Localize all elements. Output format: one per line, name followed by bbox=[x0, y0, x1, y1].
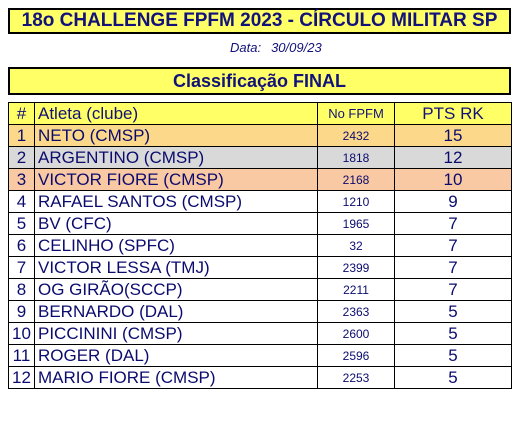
column-header-points: PTS RK bbox=[394, 102, 512, 125]
column-header-position: # bbox=[8, 102, 35, 125]
page-title: 18o CHALLENGE FPFM 2023 - CÍRCULO MILITA… bbox=[8, 8, 511, 34]
athlete-cell: ROGER (DAL) bbox=[34, 344, 318, 367]
fpfm-number-cell: 1965 bbox=[317, 212, 395, 235]
fpfm-number-cell: 1210 bbox=[317, 190, 395, 213]
fpfm-number-cell: 32 bbox=[317, 234, 395, 257]
table-header-row: # Atleta (clube) No FPFM PTS RK bbox=[8, 102, 512, 125]
points-cell: 7 bbox=[394, 256, 512, 279]
fpfm-number-cell: 2600 bbox=[317, 322, 395, 345]
athlete-cell: MARIO FIORE (CMSP) bbox=[34, 366, 318, 389]
fpfm-number-cell: 2399 bbox=[317, 256, 395, 279]
points-cell: 15 bbox=[394, 124, 512, 147]
table-row: 1 NETO (CMSP) 2432 15 bbox=[8, 124, 512, 147]
position-cell: 12 bbox=[8, 366, 35, 389]
fpfm-number-cell: 2168 bbox=[317, 168, 395, 191]
athlete-cell: PICCININI (CMSP) bbox=[34, 322, 318, 345]
athlete-cell: ARGENTINO (CMSP) bbox=[34, 146, 318, 169]
position-cell: 8 bbox=[8, 278, 35, 301]
position-cell: 3 bbox=[8, 168, 35, 191]
points-cell: 7 bbox=[394, 234, 512, 257]
points-cell: 10 bbox=[394, 168, 512, 191]
table-row: 6 CELINHO (SPFC) 32 7 bbox=[8, 234, 512, 257]
points-cell: 7 bbox=[394, 278, 512, 301]
table-row: 4 RAFAEL SANTOS (CMSP) 1210 9 bbox=[8, 190, 512, 213]
fpfm-number-cell: 2596 bbox=[317, 344, 395, 367]
athlete-cell: RAFAEL SANTOS (CMSP) bbox=[34, 190, 318, 213]
position-cell: 4 bbox=[8, 190, 35, 213]
athlete-cell: CELINHO (SPFC) bbox=[34, 234, 318, 257]
table-row: 10 PICCININI (CMSP) 2600 5 bbox=[8, 322, 512, 345]
fpfm-number-cell: 1818 bbox=[317, 146, 395, 169]
position-cell: 9 bbox=[8, 300, 35, 323]
fpfm-number-cell: 2432 bbox=[317, 124, 395, 147]
position-cell: 1 bbox=[8, 124, 35, 147]
date-value: 30/09/23 bbox=[271, 40, 322, 55]
table-row: 11 ROGER (DAL) 2596 5 bbox=[8, 344, 512, 367]
fpfm-number-cell: 2363 bbox=[317, 300, 395, 323]
date-label: Data: bbox=[230, 40, 262, 55]
table-row: 5 BV (CFC) 1965 7 bbox=[8, 212, 512, 235]
athlete-cell: BV (CFC) bbox=[34, 212, 318, 235]
points-cell: 12 bbox=[394, 146, 512, 169]
column-header-fpfm: No FPFM bbox=[317, 102, 395, 125]
position-cell: 6 bbox=[8, 234, 35, 257]
points-cell: 5 bbox=[394, 366, 512, 389]
table-row: 3 VICTOR FIORE (CMSP) 2168 10 bbox=[8, 168, 512, 191]
position-cell: 11 bbox=[8, 344, 35, 367]
fpfm-number-cell: 2253 bbox=[317, 366, 395, 389]
athlete-cell: BERNARDO (DAL) bbox=[34, 300, 318, 323]
position-cell: 10 bbox=[8, 322, 35, 345]
points-cell: 9 bbox=[394, 190, 512, 213]
column-header-athlete: Atleta (clube) bbox=[34, 102, 318, 125]
athlete-cell: NETO (CMSP) bbox=[34, 124, 318, 147]
table-row: 7 VICTOR LESSA (TMJ) 2399 7 bbox=[8, 256, 512, 279]
points-cell: 5 bbox=[394, 300, 512, 323]
points-cell: 5 bbox=[394, 344, 512, 367]
points-cell: 5 bbox=[394, 322, 512, 345]
athlete-cell: OG GIRÃO(SCCP) bbox=[34, 278, 318, 301]
ranking-table: # Atleta (clube) No FPFM PTS RK 1 NETO (C… bbox=[8, 102, 512, 389]
position-cell: 5 bbox=[8, 212, 35, 235]
table-row: 2 ARGENTINO (CMSP) 1818 12 bbox=[8, 146, 512, 169]
date-line: Data: 30/09/23 bbox=[230, 40, 332, 55]
fpfm-number-cell: 2211 bbox=[317, 278, 395, 301]
athlete-cell: VICTOR FIORE (CMSP) bbox=[34, 168, 318, 191]
position-cell: 2 bbox=[8, 146, 35, 169]
table-subtitle: Classificação FINAL bbox=[8, 67, 511, 95]
position-cell: 7 bbox=[8, 256, 35, 279]
athlete-cell: VICTOR LESSA (TMJ) bbox=[34, 256, 318, 279]
table-row: 12 MARIO FIORE (CMSP) 2253 5 bbox=[8, 366, 512, 389]
table-row: 9 BERNARDO (DAL) 2363 5 bbox=[8, 300, 512, 323]
points-cell: 7 bbox=[394, 212, 512, 235]
table-row: 8 OG GIRÃO(SCCP) 2211 7 bbox=[8, 278, 512, 301]
